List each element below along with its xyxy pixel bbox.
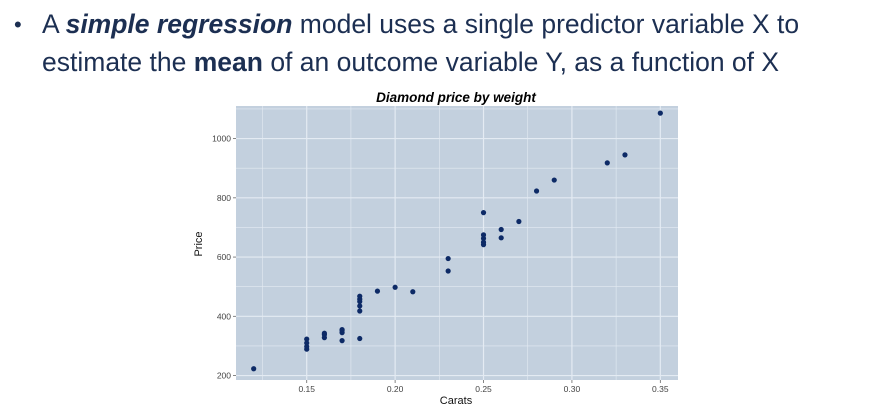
x-tick-label: 0.20 — [387, 384, 404, 394]
chart-title: Diamond price by weight — [376, 90, 536, 105]
simple-regression-emphasis: simple regression — [65, 9, 293, 39]
axis-ticks: 0.15 0.20 0.25 0.30 0.35 200 400 600 800 1000 — [212, 134, 669, 394]
data-point — [304, 340, 310, 346]
data-point — [410, 289, 416, 295]
line2-post: of an outcome variable Y, as a function … — [262, 47, 780, 77]
data-point — [321, 330, 327, 336]
bullet-line-2: estimate the mean of an outcome variable… — [42, 44, 779, 81]
x-tick-label: 0.30 — [564, 384, 581, 394]
data-point — [498, 226, 504, 233]
data-point — [374, 288, 381, 294]
data-point — [480, 235, 487, 242]
data-point — [357, 293, 363, 299]
y-axis-label: Price — [193, 231, 205, 256]
x-tick-label: 0.35 — [652, 384, 669, 394]
data-point — [551, 177, 557, 183]
grid-lines — [236, 106, 678, 380]
data-point — [657, 110, 663, 116]
line1-pre: A — [42, 9, 66, 39]
line2-pre: estimate the — [42, 47, 194, 77]
data-point — [339, 327, 345, 333]
y-tick-label: 1000 — [212, 134, 231, 144]
plot-panel — [236, 106, 678, 380]
data-point — [392, 284, 398, 290]
x-axis-label: Carats — [440, 395, 473, 407]
data-point — [304, 336, 310, 342]
y-tick-label: 800 — [217, 193, 231, 203]
bullet-line-1: A simple regression model uses a single … — [42, 6, 799, 43]
data-point — [480, 239, 487, 245]
y-tick-label: 400 — [217, 311, 231, 321]
line1-post: model uses a single predictor variable X… — [292, 9, 800, 39]
data-point — [357, 335, 363, 342]
mean-emphasis: mean — [193, 47, 263, 77]
data-point — [304, 343, 310, 350]
data-point — [498, 235, 504, 241]
x-tick-label: 0.15 — [298, 384, 315, 394]
data-point — [339, 338, 345, 344]
data-point — [533, 188, 540, 194]
bullet-point: • — [14, 12, 22, 37]
data-point — [445, 255, 451, 262]
data-point — [251, 366, 257, 372]
data-point — [480, 232, 487, 238]
data-points — [251, 110, 663, 372]
x-tick-label: 0.25 — [475, 384, 492, 394]
data-point — [480, 210, 487, 216]
y-tick-label: 200 — [217, 371, 231, 381]
y-tick-label: 600 — [217, 252, 231, 262]
data-point — [357, 308, 363, 314]
data-point — [604, 160, 610, 166]
data-point — [445, 268, 451, 274]
data-point — [622, 152, 628, 158]
data-point — [357, 303, 363, 309]
data-point — [516, 218, 522, 225]
